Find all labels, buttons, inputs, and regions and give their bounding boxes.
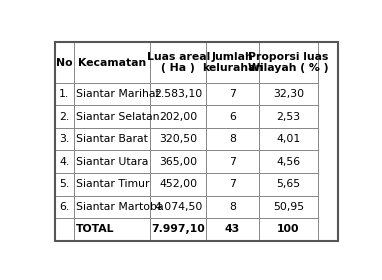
- Bar: [259, 195, 318, 218]
- Text: Siantar Barat: Siantar Barat: [76, 134, 148, 144]
- Text: Kecamatan: Kecamatan: [78, 58, 146, 67]
- Text: 6.: 6.: [59, 202, 70, 212]
- Text: 452,00: 452,00: [159, 179, 197, 189]
- Bar: [55, 173, 73, 195]
- Bar: [55, 42, 73, 83]
- Text: Luas areal
( Ha ): Luas areal ( Ha ): [147, 52, 210, 73]
- Bar: [55, 218, 73, 241]
- Text: 4,01: 4,01: [276, 134, 301, 144]
- Text: 4.074,50: 4.074,50: [154, 202, 202, 212]
- Bar: [150, 195, 206, 218]
- Text: 32,30: 32,30: [273, 89, 304, 99]
- Bar: [206, 150, 259, 173]
- Bar: [150, 83, 206, 105]
- Bar: [206, 83, 259, 105]
- Bar: [259, 83, 318, 105]
- Bar: [206, 173, 259, 195]
- Bar: [55, 195, 73, 218]
- Text: 2.: 2.: [59, 112, 70, 122]
- Text: 202,00: 202,00: [159, 112, 197, 122]
- Bar: [150, 218, 206, 241]
- Text: TOTAL: TOTAL: [76, 224, 114, 234]
- Text: 320,50: 320,50: [159, 134, 197, 144]
- Bar: [259, 150, 318, 173]
- Bar: [73, 218, 150, 241]
- Text: No: No: [56, 58, 73, 67]
- Text: 7: 7: [229, 89, 236, 99]
- Bar: [73, 195, 150, 218]
- Bar: [73, 173, 150, 195]
- Bar: [55, 83, 73, 105]
- Text: Proporsi luas
Wilayah ( % ): Proporsi luas Wilayah ( % ): [248, 52, 329, 73]
- Text: 7: 7: [229, 157, 236, 167]
- Bar: [150, 173, 206, 195]
- Text: 1.: 1.: [59, 89, 70, 99]
- Text: 7.997,10: 7.997,10: [151, 224, 205, 234]
- Text: Jumlah
kelurahan: Jumlah kelurahan: [202, 52, 263, 73]
- Bar: [73, 105, 150, 128]
- Bar: [206, 128, 259, 150]
- Bar: [206, 195, 259, 218]
- Bar: [150, 150, 206, 173]
- Text: 50,95: 50,95: [273, 202, 304, 212]
- Bar: [259, 173, 318, 195]
- Bar: [55, 150, 73, 173]
- Text: 5,65: 5,65: [276, 179, 301, 189]
- Text: 8: 8: [229, 202, 236, 212]
- Bar: [150, 105, 206, 128]
- Bar: [73, 42, 150, 83]
- Text: 4,56: 4,56: [276, 157, 301, 167]
- Bar: [73, 83, 150, 105]
- Bar: [206, 42, 259, 83]
- Text: Siantar Timur: Siantar Timur: [76, 179, 149, 189]
- Bar: [73, 150, 150, 173]
- Text: 5.: 5.: [59, 179, 70, 189]
- Text: 100: 100: [277, 224, 299, 234]
- Bar: [150, 128, 206, 150]
- Text: 365,00: 365,00: [159, 157, 197, 167]
- Text: 43: 43: [225, 224, 240, 234]
- Text: 3.: 3.: [59, 134, 70, 144]
- Text: 4.: 4.: [59, 157, 70, 167]
- Text: 6: 6: [229, 112, 236, 122]
- Text: 2,53: 2,53: [276, 112, 301, 122]
- Text: Siantar Utara: Siantar Utara: [76, 157, 148, 167]
- Bar: [259, 218, 318, 241]
- Text: Siantar Marihat: Siantar Marihat: [76, 89, 160, 99]
- Text: 8: 8: [229, 134, 236, 144]
- Bar: [259, 42, 318, 83]
- Bar: [55, 128, 73, 150]
- Bar: [150, 42, 206, 83]
- Bar: [259, 105, 318, 128]
- Bar: [206, 218, 259, 241]
- Bar: [55, 105, 73, 128]
- Bar: [73, 128, 150, 150]
- Bar: [259, 128, 318, 150]
- Text: 2.583,10: 2.583,10: [154, 89, 202, 99]
- Text: Siantar Martoba: Siantar Martoba: [76, 202, 163, 212]
- Text: 7: 7: [229, 179, 236, 189]
- Text: Siantar Selatan: Siantar Selatan: [76, 112, 159, 122]
- Bar: [206, 105, 259, 128]
